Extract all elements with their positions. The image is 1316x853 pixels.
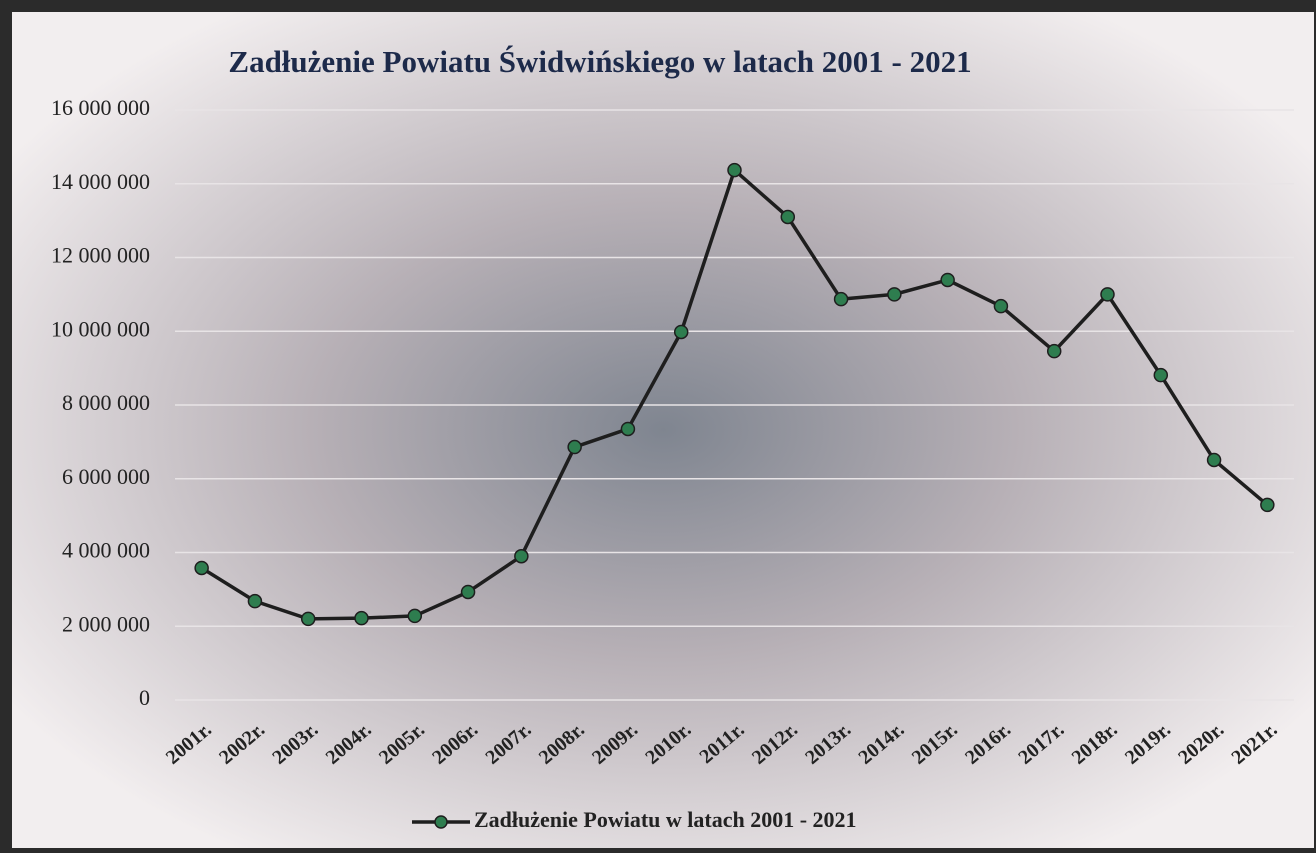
y-tick-label: 10 000 000 bbox=[51, 316, 150, 341]
marker bbox=[514, 548, 529, 564]
marker bbox=[940, 272, 955, 288]
y-tick-label: 6 000 000 bbox=[62, 464, 150, 489]
marker bbox=[567, 439, 582, 455]
marker bbox=[354, 610, 369, 626]
marker bbox=[460, 584, 476, 600]
chart-title: Zadłużenie Powiatu Świdwińskiego w latac… bbox=[228, 44, 971, 79]
marker bbox=[1046, 343, 1062, 359]
y-tick-label: 4 000 000 bbox=[62, 538, 150, 563]
legend-marker bbox=[434, 815, 448, 829]
y-tick-label: 14 000 000 bbox=[51, 169, 150, 194]
marker bbox=[620, 421, 636, 437]
marker bbox=[887, 287, 902, 302]
marker bbox=[673, 324, 689, 340]
y-tick-label: 16 000 000 bbox=[51, 95, 150, 120]
y-tick-label: 8 000 000 bbox=[62, 390, 150, 415]
marker bbox=[1260, 497, 1275, 513]
marker bbox=[300, 611, 316, 627]
marker bbox=[194, 560, 209, 576]
y-tick-label: 12 000 000 bbox=[51, 243, 150, 268]
marker bbox=[727, 162, 742, 178]
plot-background bbox=[12, 12, 1314, 848]
marker bbox=[407, 608, 423, 624]
legend-label: Zadłużenie Powiatu w latach 2001 - 2021 bbox=[474, 807, 857, 832]
marker bbox=[833, 291, 849, 307]
marker bbox=[780, 209, 796, 225]
y-tick-label: 2 000 000 bbox=[62, 611, 150, 636]
marker bbox=[247, 593, 263, 609]
marker bbox=[1100, 287, 1115, 302]
y-tick-label: 0 bbox=[139, 685, 150, 710]
marker bbox=[993, 298, 1009, 314]
marker bbox=[1153, 367, 1169, 383]
marker bbox=[1206, 452, 1222, 468]
